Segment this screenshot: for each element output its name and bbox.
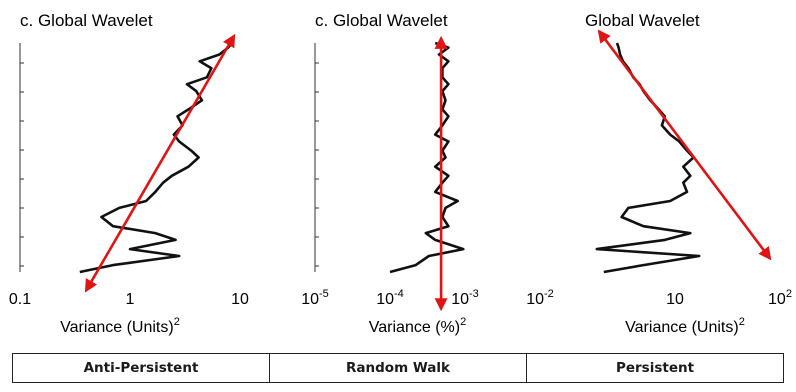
x-axis-label: Variance (Units)2 — [625, 316, 745, 336]
wavelet-comparison-figure: c. Global Wavelet 0.1 1 10 Variance (Units)2… — [9, 11, 792, 336]
label-anti-persistent: Anti-Persistent — [12, 353, 270, 383]
x-tick-exponent: 2 — [786, 288, 792, 300]
label-persistent: Persistent — [526, 353, 784, 383]
table-row: Anti-Persistent Random Walk Persistent — [12, 353, 784, 383]
x-tick-label: 1 — [126, 291, 135, 308]
x-axis-label-exponent: 2 — [174, 316, 180, 328]
panel-3: Global Wavelet 10 102 Variance (Units)2 — [585, 11, 792, 336]
x-axis-label: Variance (%)2 — [369, 316, 466, 336]
persistence-table: Anti-Persistent Random Walk Persistent — [12, 353, 784, 383]
wavelet-curve-1 — [595, 42, 701, 274]
wavelet-curve-1 — [389, 41, 465, 274]
x-tick-exponent: -3 — [469, 288, 479, 300]
panel-title: Global Wavelet — [585, 11, 700, 30]
label-random-walk: Random Walk — [269, 353, 527, 383]
x-tick-label: 10-2 — [526, 288, 554, 308]
x-axis-label: Variance (Units)2 — [60, 316, 180, 336]
x-tick-exponent: -5 — [319, 288, 329, 300]
trend-arrow — [84, 33, 236, 293]
x-tick-label: 10 — [231, 291, 249, 308]
x-tick-label: 10-5 — [301, 288, 329, 308]
panel-2: c. Global Wavelet 10-5 10-4 10-3 10-2 Varianc… — [301, 11, 554, 336]
x-tick-label: 0.1 — [9, 291, 31, 308]
x-tick-label: 10-3 — [451, 288, 479, 308]
x-tick-label: 102 — [768, 288, 792, 308]
panel-title: c. Global Wavelet — [20, 11, 153, 30]
panel-title: c. Global Wavelet — [315, 11, 448, 30]
x-axis-label-exponent: 2 — [460, 316, 466, 328]
x-axis-label-exponent: 2 — [739, 316, 745, 328]
trend-arrow — [597, 29, 772, 261]
x-tick-label: 10-4 — [376, 288, 404, 308]
x-tick-exponent: -2 — [544, 288, 554, 300]
x-tick-exponent: -4 — [394, 288, 404, 300]
x-tick-label: 10 — [666, 291, 684, 308]
panel-1: c. Global Wavelet 0.1 1 10 Variance (Units)2 — [9, 11, 249, 336]
